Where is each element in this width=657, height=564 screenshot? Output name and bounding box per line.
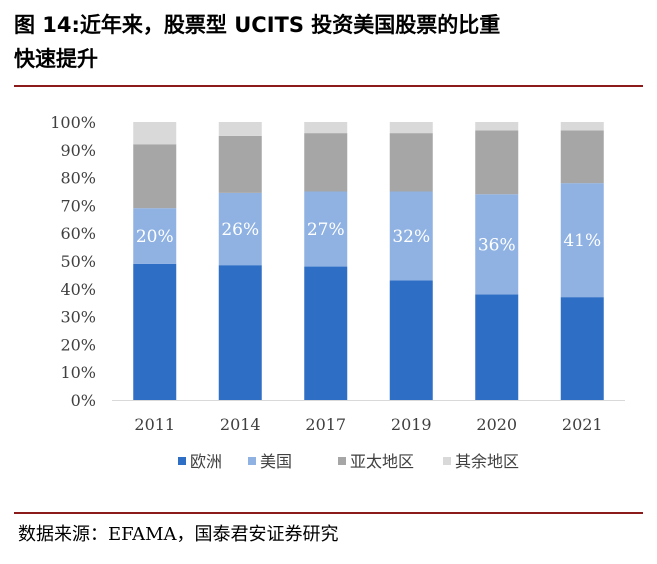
legend-label: 欧洲 [190,452,222,471]
legend-swatch [248,457,256,465]
data-label: 32% [392,227,430,247]
y-tick-label: 30% [60,308,96,327]
bar-segment-asia-pacific [560,130,604,184]
legend-label: 其余地区 [455,452,519,471]
bar-segment-usa [389,191,433,281]
legend-label: 亚太地区 [350,452,414,471]
x-tick-label: 2019 [391,415,432,434]
bar-segment-other [133,122,177,145]
legend-label: 美国 [260,452,292,471]
bar-segment-usa [304,191,348,267]
data-label: 20% [136,227,174,247]
bar-segment-europe [389,280,433,400]
bar-segment-europe [218,265,262,400]
legend-swatch [338,457,346,465]
x-tick-label: 2021 [562,415,603,434]
y-tick-label: 100% [50,113,96,132]
legend-swatch [443,457,451,465]
legend-item: 其余地区 [443,452,519,471]
legend-swatch [178,457,186,465]
bar-segment-other [304,122,348,134]
data-label: 36% [478,235,516,255]
y-tick-label: 70% [60,196,96,215]
bar-segment-europe [133,263,177,400]
data-label: 41% [563,231,601,251]
title-divider [14,85,643,87]
x-tick-label: 2020 [476,415,517,434]
bar-segment-europe [560,297,604,400]
source-divider [14,512,643,514]
bar-segment-asia-pacific [133,144,177,209]
bar-segment-asia-pacific [218,135,262,193]
bar-segment-asia-pacific [389,133,433,192]
y-tick-label: 20% [60,335,96,354]
source-note: 数据来源：EFAMA，国泰君安证券研究 [18,524,339,545]
bar-segment-europe [304,266,348,400]
bar-segment-usa [133,208,177,264]
stacked-bar-chart: 0% 10% 20% 30% 40% 50% 60% 70% 80% 90% 100% 20% 2011… [50,113,625,471]
y-tick-label: 10% [60,363,96,382]
chart-title-line-2: 快速提升 [14,47,98,71]
chart-title-line-1: 图 14:近年来，股票型 UCITS 投资美国股票的比重 [14,13,501,37]
data-label: 27% [307,220,345,240]
data-label: 26% [221,220,259,240]
chart-title: 图 14:近年来，股票型 UCITS 投资美国股票的比重 快速提升 [14,8,644,76]
y-tick-label: 40% [60,280,96,299]
y-tick-label: 60% [60,224,96,243]
legend-item: 亚太地区 [338,452,414,471]
legend-item: 欧洲 [178,452,222,471]
bar-segment-usa [560,183,604,298]
bar-segment-usa [218,192,262,266]
bar-segment-europe [475,294,519,400]
bar-segment-asia-pacific [475,130,519,195]
x-tick-label: 2017 [305,415,346,434]
bar-segment-other [560,122,604,131]
bar-segment-other [218,122,262,136]
bar-segment-other [475,122,519,131]
x-tick-label: 2014 [220,415,261,434]
x-tick-label: 2011 [134,415,175,434]
y-tick-label: 90% [60,141,96,160]
y-tick-label: 80% [60,169,96,188]
bar-segment-usa [475,194,519,295]
y-tick-label: 0% [71,391,96,410]
legend-item: 美国 [248,452,292,471]
bar-segment-other [389,122,433,134]
bar-segment-asia-pacific [304,133,348,192]
y-tick-label: 50% [60,252,96,271]
